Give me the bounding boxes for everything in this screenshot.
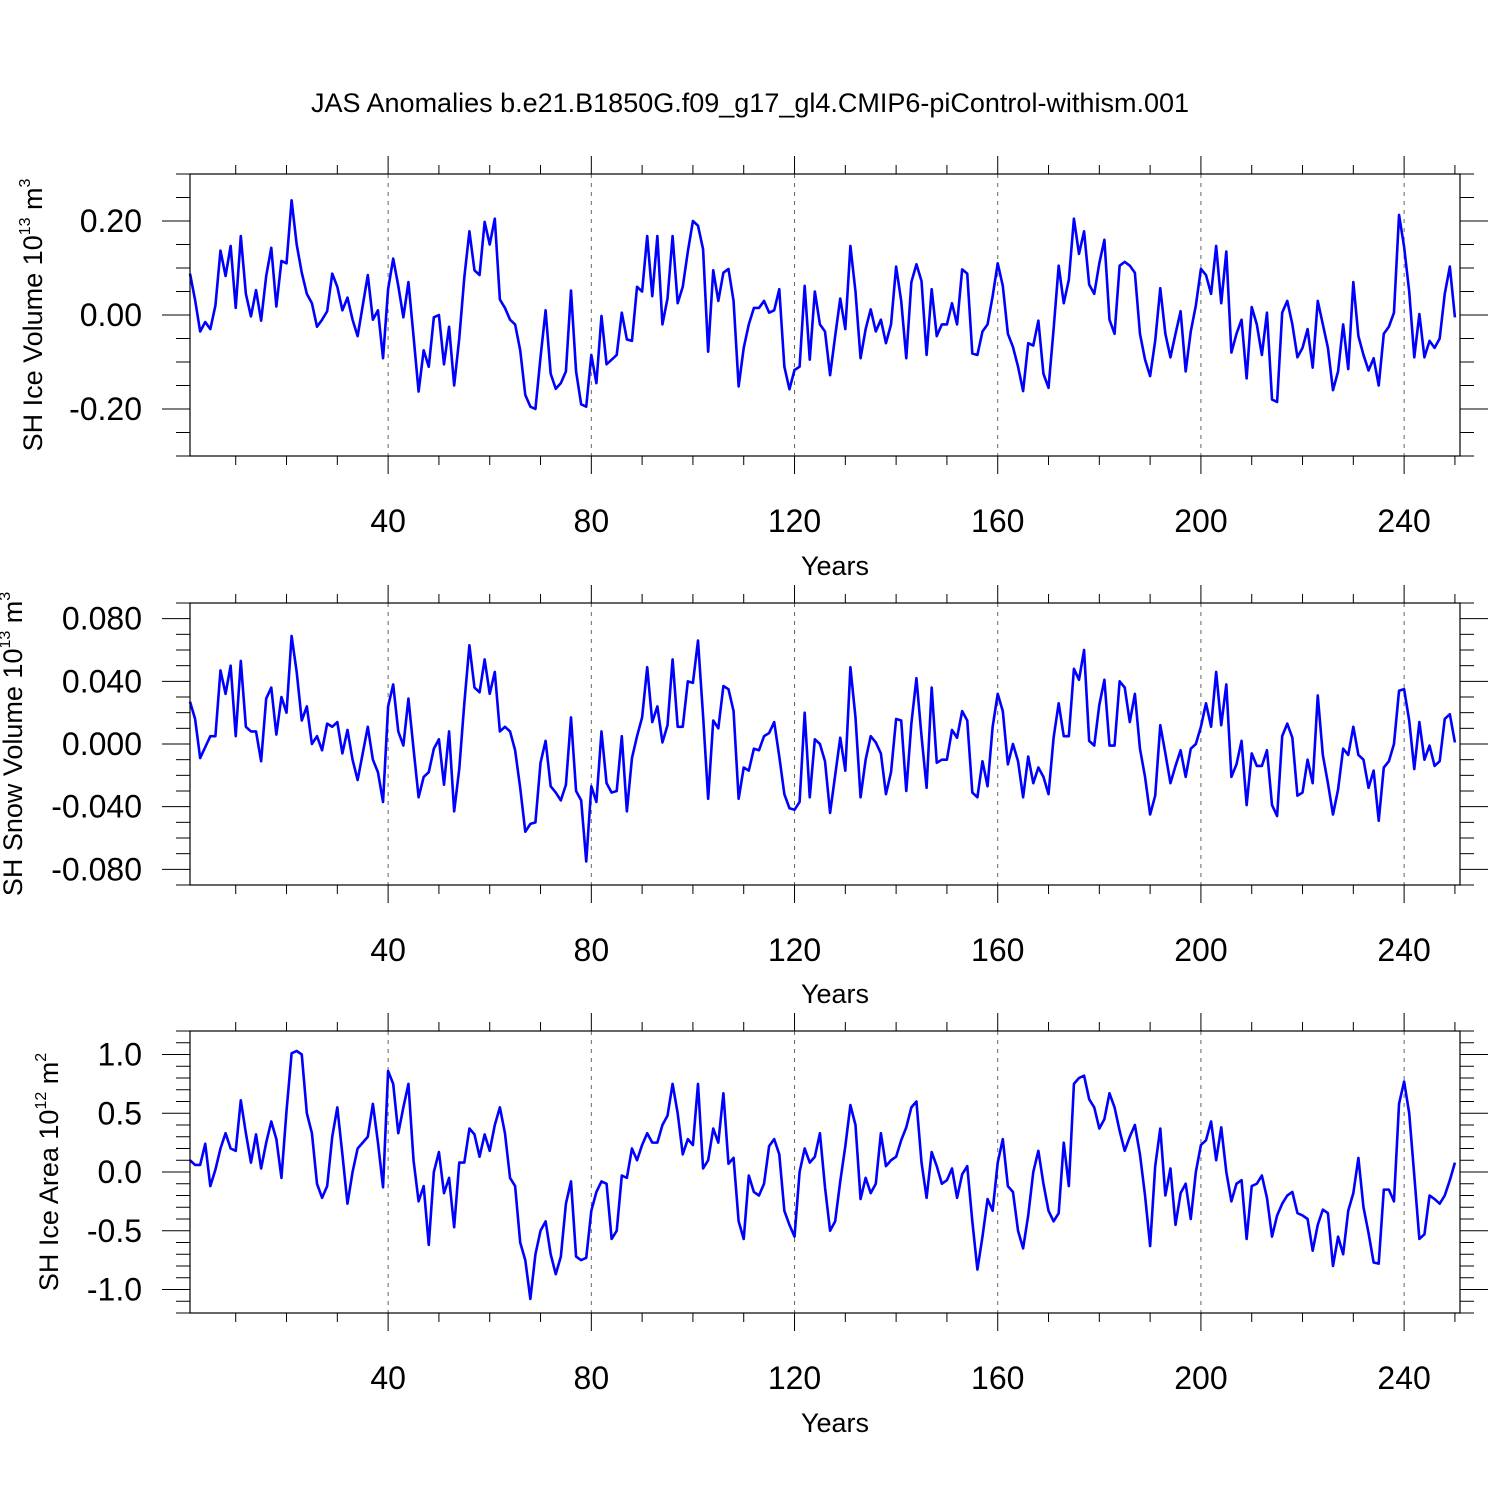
x-tick-label: 160 xyxy=(971,1360,1024,1396)
x-tick-label: 160 xyxy=(971,932,1024,968)
y-tick-label: 0.5 xyxy=(98,1095,142,1131)
x-tick-label: 120 xyxy=(768,932,821,968)
x-tick-label: 80 xyxy=(574,503,610,539)
x-axis-label: Years xyxy=(801,979,869,1009)
chart-panel-3: 40 80 120 160 200 240 -1.0 -0.5 0.0 0.5 1.0 Years SH… xyxy=(33,1013,1488,1438)
x-tick-label: 40 xyxy=(370,932,406,968)
plot-frame xyxy=(189,173,1461,457)
x-tick-label: 240 xyxy=(1377,1360,1430,1396)
y-tick-label: -0.5 xyxy=(87,1213,142,1249)
x-tick-label: 40 xyxy=(370,503,406,539)
y-tick-label: 0.20 xyxy=(80,203,142,239)
x-tick-label: 120 xyxy=(768,1360,821,1396)
y-axis-label: SH Snow Volume 1013 m3 xyxy=(0,592,28,896)
y-tick-label: -1.0 xyxy=(87,1272,142,1308)
x-tick-label: 40 xyxy=(370,1360,406,1396)
y-tick-label: -0.040 xyxy=(51,789,142,825)
y-axis-label: SH Ice Area 1012 m2 xyxy=(33,1053,64,1291)
x-tick-label: 200 xyxy=(1174,1360,1227,1396)
y-tick-label: -0.080 xyxy=(51,851,142,887)
y-tick-label: 0.040 xyxy=(62,663,142,699)
series-line xyxy=(189,1049,1457,1301)
y-tick-label: 0.0 xyxy=(98,1154,142,1190)
x-tick-label: 240 xyxy=(1377,503,1430,539)
x-tick-label: 80 xyxy=(574,1360,610,1396)
series-line xyxy=(188,199,1457,411)
x-tick-label: 80 xyxy=(574,932,610,968)
x-tick-label: 200 xyxy=(1174,503,1227,539)
x-tick-label: 120 xyxy=(768,503,821,539)
y-tick-label: 0.000 xyxy=(62,726,142,762)
x-tick-label: 160 xyxy=(971,503,1024,539)
chart-panel-1: 40 80 120 160 200 240 -0.20 0.00 0.20 Years SH Ice… xyxy=(17,156,1488,581)
x-axis-label: Years xyxy=(801,551,869,581)
plot-frame xyxy=(189,1030,1461,1314)
plot-frame xyxy=(189,602,1461,886)
y-tick-label: 1.0 xyxy=(98,1037,142,1073)
panels: 40 80 120 160 200 240 -0.20 0.00 0.20 Years SH Ice… xyxy=(0,156,1488,1438)
y-axis-label: SH Ice Volume 1013 m3 xyxy=(17,178,48,451)
x-tick-label: 240 xyxy=(1377,932,1430,968)
y-tick-label: -0.20 xyxy=(69,391,142,427)
series-line xyxy=(188,634,1457,863)
x-tick-label: 200 xyxy=(1174,932,1227,968)
figure-title: JAS Anomalies b.e21.B1850G.f09_g17_gl4.C… xyxy=(311,88,1189,118)
chart-panel-2: 40 80 120 160 200 240 -0.080 -0.040 0.000 0.040 0.… xyxy=(0,585,1488,1009)
y-tick-label: 0.080 xyxy=(62,601,142,637)
y-tick-label: 0.00 xyxy=(80,297,142,333)
x-axis-label: Years xyxy=(801,1408,869,1438)
